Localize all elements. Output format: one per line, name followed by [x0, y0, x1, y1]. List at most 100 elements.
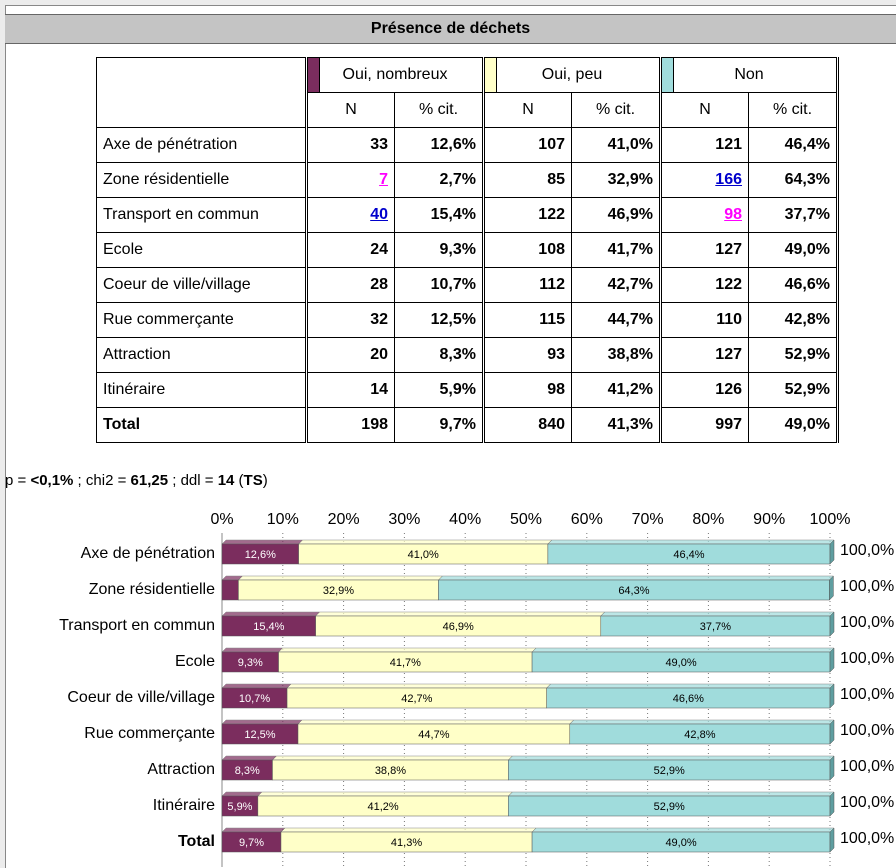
bar-end: [829, 611, 835, 637]
cell: 52,9%: [748, 372, 839, 408]
total-label: 100,0%: [840, 686, 894, 703]
highlight-value: 7: [379, 171, 388, 188]
cell: 127: [660, 337, 749, 373]
value-label: 15,4%: [253, 621, 284, 633]
group-header: Non: [660, 57, 839, 93]
results-table: Oui, nombreux Oui, peu Non N% cit. N% cit. N%…: [96, 57, 839, 443]
x-tick-label: 0%: [210, 511, 233, 528]
cell: 122: [483, 197, 572, 233]
cell: 41,0%: [571, 127, 662, 163]
bar-top: [286, 683, 552, 689]
bar-top: [221, 647, 284, 653]
cell: 98: [660, 197, 749, 233]
value-label: 49,0%: [665, 657, 696, 669]
cell: 37,7%: [748, 197, 839, 233]
total-label: 100,0%: [840, 650, 894, 667]
highlight-value: 166: [715, 171, 742, 188]
color-swatch: [308, 58, 320, 92]
row-label: Transport en commun: [96, 197, 308, 233]
row-label: Total: [96, 407, 308, 443]
category-label: Attraction: [147, 761, 215, 778]
data-row: Zone résidentielle 7 2,7% 85 32,9% 166 64,3%: [96, 162, 839, 198]
total-label: 100,0%: [840, 578, 894, 595]
cell: 64,3%: [748, 162, 839, 198]
value-label: 64,3%: [618, 585, 649, 597]
bar-end: [829, 791, 835, 817]
total-label: 100,0%: [840, 542, 894, 559]
cell: 38,8%: [571, 337, 662, 373]
category-label: Zone résidentielle: [89, 581, 215, 598]
group-header: Oui, nombreux: [306, 57, 485, 93]
subheader-row: N% cit. N% cit. N% cit.: [97, 92, 839, 128]
bar-segment: [221, 579, 239, 601]
value-label: 9,7%: [239, 837, 264, 849]
value-label: 46,6%: [673, 693, 704, 705]
bar-top: [547, 539, 835, 545]
cell: 12,5%: [394, 302, 485, 338]
value-label: 46,9%: [443, 621, 474, 633]
data-row: Ecole 24 9,3% 108 41,7% 127 49,0%: [96, 232, 839, 268]
color-swatch: [662, 58, 674, 92]
bar-top: [531, 827, 835, 833]
x-tick-label: 60%: [571, 511, 603, 528]
color-swatch: [485, 58, 497, 92]
stats-part: ; ddl =: [168, 472, 218, 489]
cell: 9,3%: [394, 232, 485, 268]
stats-line: p = <0,1% ; chi2 = 61,25 ; ddl = 14 (TS): [5, 472, 268, 489]
cell: 112: [483, 267, 572, 303]
stats-part: <0,1%: [30, 472, 74, 489]
bar-top: [280, 827, 537, 833]
cell: 32,9%: [571, 162, 662, 198]
cell: 5,9%: [394, 372, 485, 408]
cell: 49,0%: [748, 407, 839, 443]
bar-end: [829, 719, 835, 745]
cell: 42,7%: [571, 267, 662, 303]
cell: 110: [660, 302, 749, 338]
value-label: 37,7%: [700, 621, 731, 633]
row-label: Coeur de ville/village: [96, 267, 308, 303]
row-label: Itinéraire: [96, 372, 308, 408]
cell: 8,3%: [394, 337, 485, 373]
value-label: 41,3%: [391, 837, 422, 849]
cell: 28: [306, 267, 395, 303]
stats-part: 61,25: [130, 472, 169, 489]
value-label: 42,7%: [401, 693, 432, 705]
header-row: Oui, nombreux Oui, peu Non: [96, 57, 839, 128]
bar-top: [221, 539, 304, 545]
data-row: Total 198 9,7% 840 41,3% 997 49,0%: [96, 407, 839, 443]
x-tick-label: 10%: [267, 511, 299, 528]
value-label: 9,3%: [238, 657, 263, 669]
cell: 840: [483, 407, 572, 443]
bar-end: [829, 683, 835, 709]
bar-end: [829, 575, 834, 601]
group-label: Oui, peu: [541, 66, 603, 83]
category-label: Itinéraire: [153, 797, 215, 814]
cell: 997: [660, 407, 749, 443]
cell: 122: [660, 267, 749, 303]
cell: 127: [660, 232, 749, 268]
bar-top: [237, 575, 444, 581]
bar-top: [437, 575, 834, 581]
cell: 15,4%: [394, 197, 485, 233]
cell: 20: [306, 337, 395, 373]
total-label: 100,0%: [840, 758, 894, 775]
corner-cell: [96, 57, 308, 128]
bar-top: [221, 791, 263, 797]
value-label: 38,8%: [375, 765, 406, 777]
cell: 126: [660, 372, 749, 408]
data-row: Attraction 20 8,3% 93 38,8% 127 52,9%: [96, 337, 839, 373]
row-label: Zone résidentielle: [96, 162, 308, 198]
group-label: Oui, nombreux: [342, 66, 448, 83]
cell: 93: [483, 337, 572, 373]
stats-part: ): [262, 472, 268, 489]
value-label: 8,3%: [235, 765, 260, 777]
bar-top: [298, 539, 553, 545]
x-tick-label: 40%: [449, 511, 481, 528]
subheader: % cit.: [748, 92, 839, 128]
cell: 40: [306, 197, 395, 233]
total-label: 100,0%: [840, 794, 894, 811]
category-label: Coeur de ville/village: [67, 689, 215, 706]
cell: 33: [306, 127, 395, 163]
cell: 85: [483, 162, 572, 198]
